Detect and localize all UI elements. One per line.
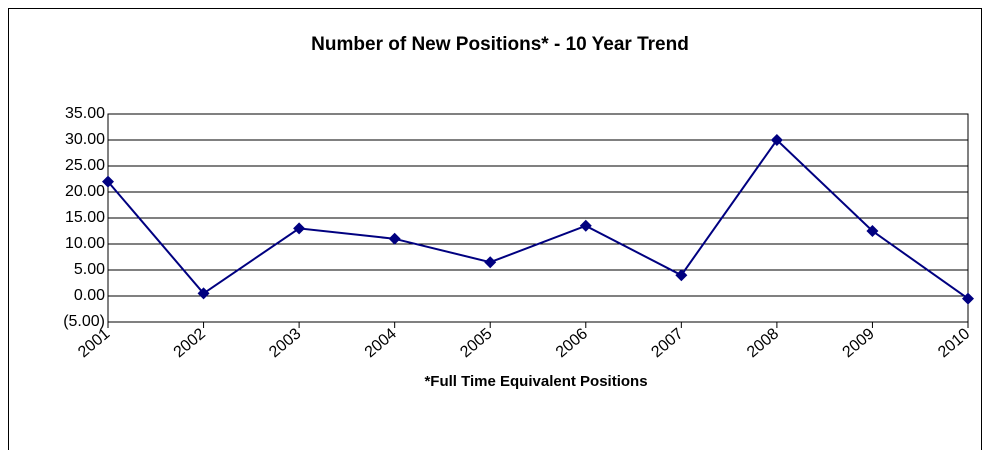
y-tick-label: 35.00 <box>65 105 105 122</box>
x-tick-label: 2002 <box>171 325 209 361</box>
series-line <box>107 138 969 300</box>
chart-title: Number of New Positions* - 10 Year Trend <box>311 34 689 55</box>
y-tick-label: 10.00 <box>65 235 105 252</box>
x-tick-label: 2010 <box>935 325 973 361</box>
x-tick-label: 2001 <box>75 325 113 361</box>
data-point <box>484 256 497 269</box>
chart-frame <box>8 8 982 450</box>
data-point <box>675 269 688 282</box>
y-tick-label: 20.00 <box>65 183 105 200</box>
data-point <box>197 287 210 300</box>
x-tick-label: 2007 <box>648 325 686 361</box>
y-tick-label: 0.00 <box>74 287 105 304</box>
plot-border <box>107 113 969 323</box>
data-point <box>770 134 783 146</box>
x-tick-label: 2004 <box>362 325 400 361</box>
data-point <box>388 232 401 245</box>
x-tick-label: 2008 <box>744 325 782 361</box>
data-point <box>102 175 114 188</box>
y-tick-label: 25.00 <box>65 157 105 174</box>
y-tick-label: 15.00 <box>65 209 105 226</box>
x-tick-label: 2003 <box>266 325 304 361</box>
data-point <box>962 292 974 305</box>
y-tick-label: 30.00 <box>65 131 105 148</box>
y-tick-label: (5.00) <box>63 313 105 330</box>
data-point <box>293 222 306 235</box>
x-axis-label: *Full Time Equivalent Positions <box>424 373 647 390</box>
y-tick-label: 5.00 <box>74 261 105 278</box>
data-point <box>579 219 592 232</box>
data-point <box>866 225 879 237</box>
x-tick-label: 2009 <box>840 325 878 361</box>
x-tick-label: 2005 <box>457 325 495 361</box>
x-tick-label: 2006 <box>553 325 591 361</box>
